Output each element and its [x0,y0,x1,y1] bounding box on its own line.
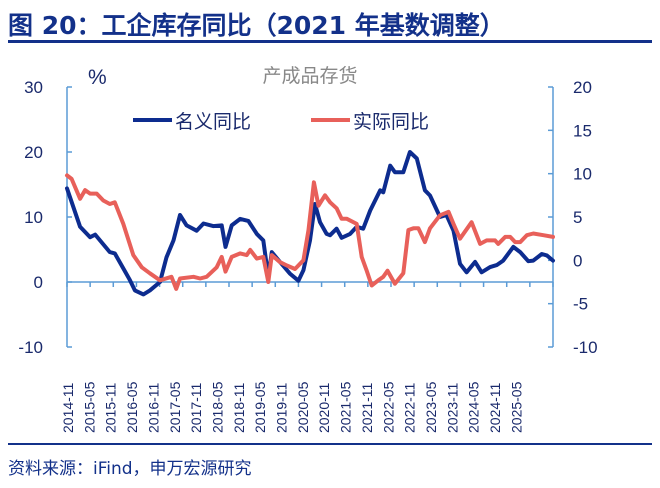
x-tick-label: 2022-05 [380,381,396,433]
x-tick-label: 2018-05 [209,381,225,433]
chart-title: 产成品存货 [262,65,357,87]
y-unit-label: % [88,66,107,89]
left-tick-label: 20 [24,143,43,162]
x-tick-label: 2021-05 [338,381,354,433]
x-tick-label: 2017-05 [167,381,183,433]
x-tick-label: 2021-11 [359,382,375,433]
left-tick-label: -10 [18,338,43,357]
x-tick-label: 2023-11 [444,382,460,433]
series-line-real [65,173,555,291]
legend-label-nominal: 名义同比 [175,111,251,133]
x-tick-label: 2019-11 [274,382,290,433]
right-tick-label: 5 [573,208,582,227]
left-tick-label: 30 [24,78,43,97]
left-tick-label: 0 [34,273,43,292]
right-tick-label: 0 [573,251,582,270]
x-tick-label: 2024-05 [466,381,482,433]
footer-divider [8,443,652,445]
axes: 30 20 10 0 -10 20 15 10 5 0 -5 -10 2014-11 2015-05 201… [18,78,597,433]
x-tick-label: 2023-05 [423,381,439,433]
x-tick-label: 2015-11 [103,382,119,433]
legend: 名义同比 实际同比 [133,111,429,133]
series-line-nominal [65,150,555,297]
x-tick-label: 2016-05 [124,381,140,433]
x-tick-label: 2014-11 [60,382,76,433]
right-tick-label: -10 [573,338,598,357]
right-tick-label: 10 [573,165,592,184]
x-tick-label: 2025-05 [508,381,524,433]
x-tick-label: 2018-11 [231,382,247,433]
x-tick-label: 2019-05 [252,381,268,433]
legend-label-real: 实际同比 [353,111,429,133]
right-tick-label: -5 [573,295,588,314]
x-tick-label: 2022-11 [402,382,418,433]
left-tick-label: 10 [24,208,43,227]
x-tick-label: 2020-05 [295,381,311,433]
figure-title: 图 20：工企库存同比（2021 年基数调整） [8,11,505,40]
right-tick-label: 15 [573,121,592,140]
title-divider [8,40,652,43]
x-tick-label: 2015-05 [81,381,97,433]
x-tick-label: 2016-11 [145,382,161,433]
x-tick-label: 2020-11 [316,382,332,433]
source-note: 资料来源：iFind，申万宏源研究 [8,459,252,479]
x-tick-label: 2017-11 [188,382,204,433]
x-tick-label: 2024-11 [487,382,503,433]
right-tick-label: 20 [573,78,592,97]
